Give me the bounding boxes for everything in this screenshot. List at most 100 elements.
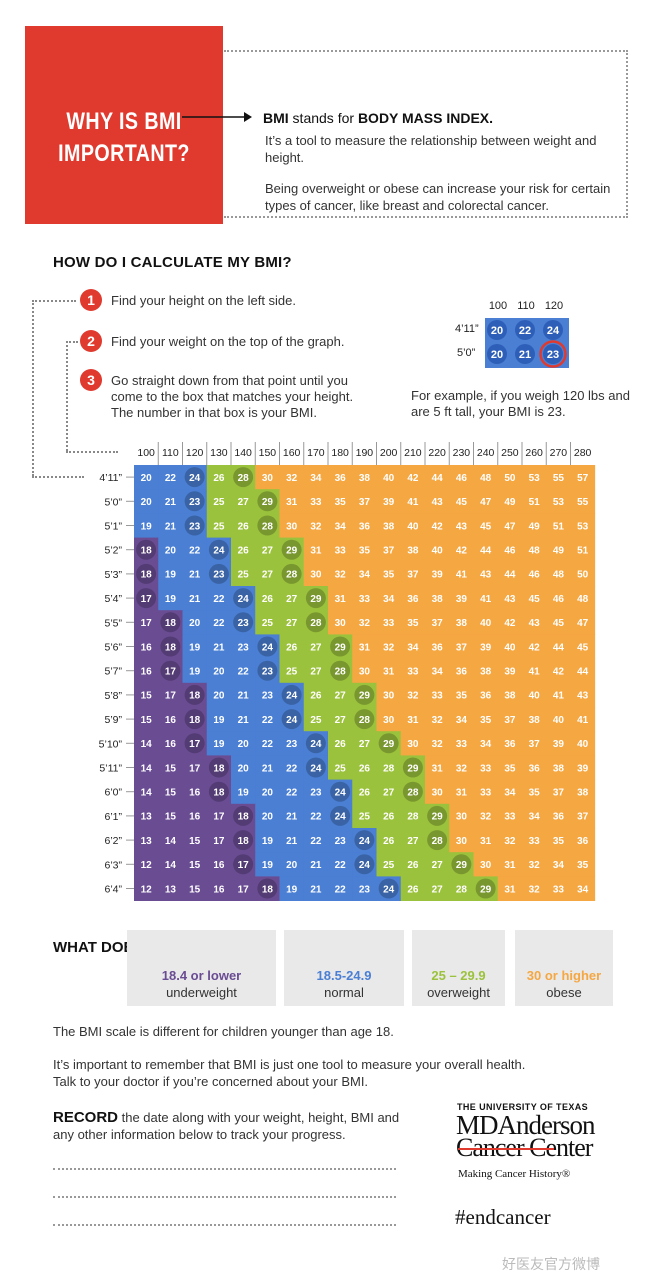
- bmi-cell-bg: [425, 537, 450, 563]
- bmi-cell-value: 20: [238, 763, 250, 774]
- bmi-cell-value: 42: [504, 618, 516, 629]
- bmi-chart: 100 110 120 130 140 150 160 170 180 190 200 210 220 2…: [99, 442, 596, 901]
- example-height: 5’0”: [457, 347, 476, 359]
- bmi-cell-bg: [522, 852, 547, 877]
- bmi-cell-bg: [449, 731, 474, 756]
- bmi-cell-bg: [449, 561, 474, 587]
- bmi-cell-bg: [425, 779, 450, 805]
- bmi-cell-bg: [328, 828, 353, 853]
- bmi-cell-bg: [376, 779, 402, 805]
- bmi-cell-value: 16: [165, 715, 177, 726]
- bmi-cell-bg: [425, 634, 450, 659]
- bmi-cell-value: 22: [310, 812, 322, 823]
- bmi-definition-text: It’s a tool to measure the relationship …: [265, 133, 597, 165]
- bmi-cell-value: 40: [577, 739, 589, 750]
- bmi-cell-bg: [328, 876, 353, 901]
- bmi-cell-value: 14: [141, 788, 153, 799]
- bmi-cell-value: 30: [359, 667, 371, 678]
- bmi-cell-value: 48: [529, 546, 541, 557]
- bmi-cell-bg: [206, 513, 232, 538]
- bmi-cell-value: 24: [238, 594, 250, 605]
- bmi-cell-value: 28: [456, 884, 468, 895]
- bmi-cell-value: 18: [165, 642, 177, 653]
- bmi-cell-bg: [352, 658, 377, 684]
- bmi-cell-bg: [303, 852, 329, 877]
- bmi-cell-value: 51: [577, 546, 589, 557]
- example-highlight-ring: [539, 340, 567, 368]
- bmi-cell-value: 15: [189, 884, 201, 895]
- record-line[interactable]: [53, 1168, 396, 1170]
- bmi-boundary-marker: [233, 588, 254, 609]
- bmi-cell-value: 37: [432, 618, 444, 629]
- record-line[interactable]: [53, 1196, 396, 1198]
- bmi-cell-value: 20: [189, 618, 201, 629]
- bmi-cell-value: 35: [504, 763, 516, 774]
- bmi-cell-bg: [473, 755, 499, 780]
- bmi-cell-bg: [570, 537, 596, 563]
- bmi-cell-value: 15: [165, 812, 177, 823]
- bmi-cell-value: 30: [407, 739, 419, 750]
- bmi-cell-value: 17: [141, 618, 153, 629]
- bmi-cell-bg: [546, 682, 571, 708]
- record-text: the date along with your weight, height,…: [53, 1110, 400, 1142]
- bmi-cell-value: 16: [189, 788, 201, 799]
- bmi-cell-value: 24: [286, 691, 298, 702]
- bmi-cell-bg: [158, 707, 183, 732]
- step-3-badge: 3: [80, 369, 102, 391]
- bmi-cell-bg: [376, 465, 402, 490]
- bmi-cell-value: 31: [335, 594, 347, 605]
- height-label: 5’9”: [104, 714, 122, 726]
- bmi-cell-value: 29: [432, 812, 444, 823]
- bmi-boundary-marker: [451, 854, 472, 875]
- bmi-cell-value: 43: [577, 691, 589, 702]
- bmi-cell-bg: [449, 682, 474, 708]
- bmi-cell-value: 28: [407, 788, 419, 799]
- bmi-cell-value: 21: [213, 642, 225, 653]
- bmi-cell-value: 21: [165, 521, 177, 532]
- bmi-cell-bg: [352, 876, 377, 901]
- bmi-cell-value: 19: [141, 521, 153, 532]
- bmi-cell-bg: [206, 707, 232, 732]
- bmi-cell-value: 26: [213, 473, 225, 484]
- bmi-cell-value: 30: [286, 521, 298, 532]
- bmi-cell-value: 30: [383, 691, 395, 702]
- bmi-cell-value: 32: [286, 473, 298, 484]
- height-label: 6’3”: [104, 859, 122, 871]
- bmi-cell-value: 18: [141, 570, 153, 581]
- bmi-cell-bg: [158, 803, 183, 829]
- bmi-cell-value: 37: [383, 546, 395, 557]
- bmi-cell-value: 25: [359, 812, 371, 823]
- bmi-cell-bg: [570, 779, 596, 805]
- bmi-cell-value: 17: [165, 667, 177, 678]
- bmi-cell-bg: [425, 755, 450, 780]
- bmi-cell-value: 22: [262, 739, 274, 750]
- bmi-cell-value: 43: [432, 497, 444, 508]
- bmi-cell-value: 31: [286, 497, 298, 508]
- bmi-cell-value: 24: [310, 739, 322, 750]
- bmi-cell-value: 26: [238, 546, 250, 557]
- bmi-cell-bg: [328, 755, 353, 780]
- bmi-cell-value: 19: [165, 570, 177, 581]
- bmi-cell-bg: [497, 465, 523, 490]
- bmi-cell-value: 21: [286, 836, 298, 847]
- bmi-cell-value: 44: [432, 473, 444, 484]
- bmi-cell-value: 16: [213, 860, 225, 871]
- bmi-cell-value: 18: [189, 691, 201, 702]
- hashtag[interactable]: #endcancer: [455, 1205, 551, 1229]
- bmi-cell-value: 53: [577, 521, 589, 532]
- def-middle: stands for: [288, 110, 358, 126]
- record-line[interactable]: [53, 1224, 396, 1226]
- bmi-cell-value: 55: [577, 497, 589, 508]
- bmi-cell-bg: [497, 803, 523, 829]
- bmi-cell-bg: [522, 707, 547, 732]
- bmi-cell-value: 26: [286, 642, 298, 653]
- bmi-cell-value: 18: [238, 836, 250, 847]
- bmi-cell-value: 15: [141, 715, 153, 726]
- bmi-cell-bg: [400, 852, 426, 877]
- bmi-cell-value: 41: [529, 667, 541, 678]
- bmi-cell-bg: [279, 634, 305, 659]
- bmi-cell-bg: [206, 489, 232, 514]
- bmi-cell-bg: [400, 876, 426, 901]
- bmi-boundary-marker: [475, 878, 496, 899]
- bmi-cell-bg: [255, 852, 280, 877]
